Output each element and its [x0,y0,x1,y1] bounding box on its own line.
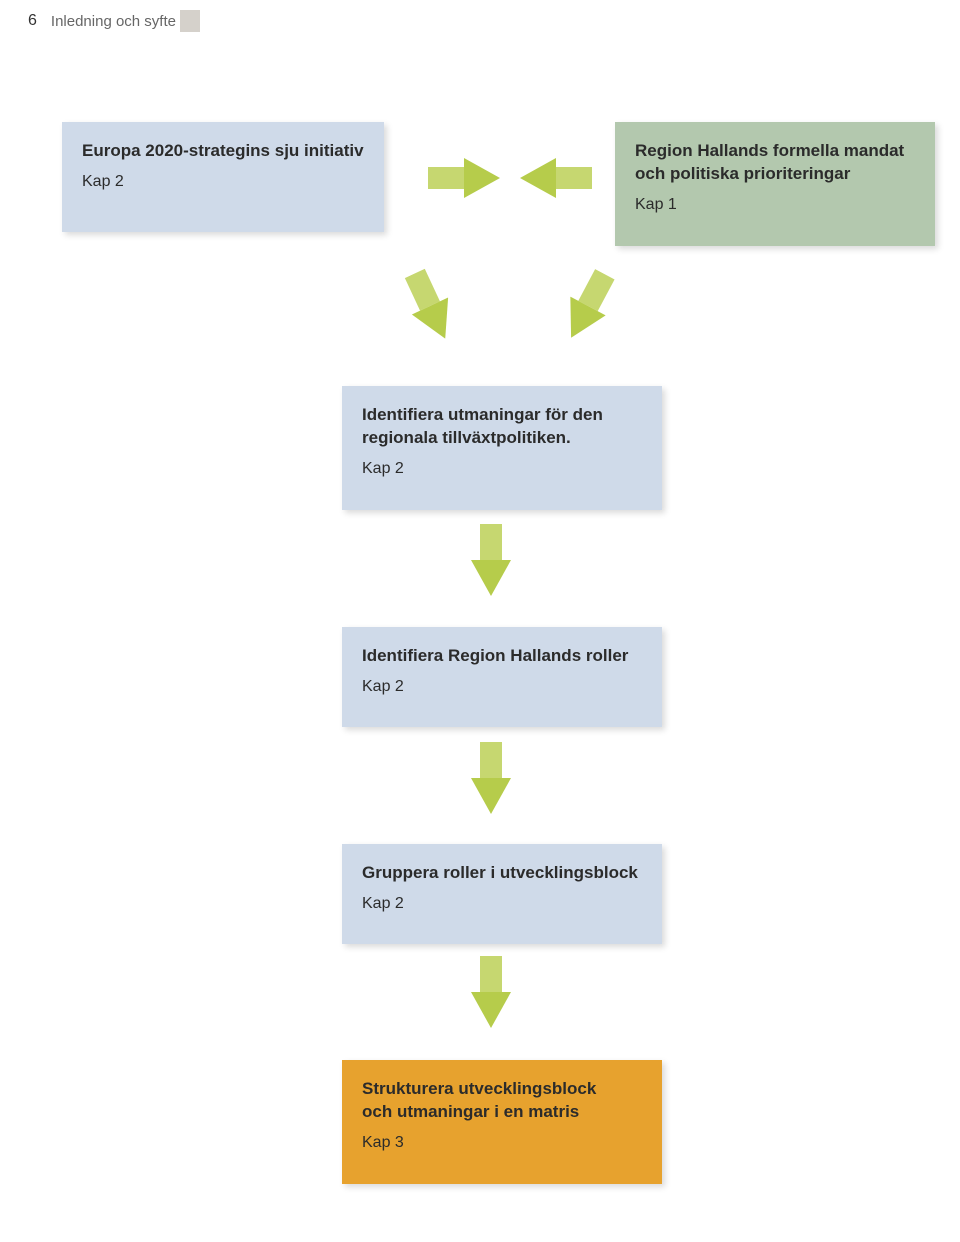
box-region: Region Hallands formella mandat och poli… [615,122,935,246]
page-header: 6 Inledning och syfte [28,10,200,32]
box-gruppera-kap: Kap 2 [362,895,642,913]
box-strukturera-kap: Kap 3 [362,1134,642,1152]
box-identifiera-roller-title: Identifiera Region Hallands roller [362,645,642,668]
box-gruppera-title: Gruppera roller i utvecklingsblock [362,862,642,885]
arrow-down-icon [471,742,511,814]
header-tab [180,10,200,32]
header-title: Inledning och syfte [49,11,184,32]
box-identifiera-utmaningar-kap: Kap 2 [362,460,642,478]
arrow-diag-left-icon [397,265,464,347]
page-number: 6 [28,12,37,30]
arrow-diag-right-icon [553,265,622,347]
box-strukturera-title: Strukturera utvecklingsblock och utmanin… [362,1078,642,1124]
box-europa-kap: Kap 2 [82,173,364,191]
arrow-down-icon [471,524,511,596]
box-europa-title: Europa 2020-strategins sju initiativ [82,140,364,163]
box-identifiera-roller-kap: Kap 2 [362,678,642,696]
box-identifiera-roller: Identifiera Region Hallands roller Kap 2 [342,627,662,727]
box-region-kap: Kap 1 [635,196,915,214]
box-identifiera-utmaningar: Identifiera utmaningar för den regionala… [342,386,662,510]
arrow-down-icon [471,956,511,1028]
box-gruppera: Gruppera roller i utvecklingsblock Kap 2 [342,844,662,944]
arrow-left-icon [520,158,592,198]
box-region-title: Region Hallands formella mandat och poli… [635,140,915,186]
arrow-right-icon [428,158,500,198]
box-identifiera-utmaningar-title: Identifiera utmaningar för den regionala… [362,404,642,450]
box-strukturera: Strukturera utvecklingsblock och utmanin… [342,1060,662,1184]
box-europa: Europa 2020-strategins sju initiativ Kap… [62,122,384,232]
